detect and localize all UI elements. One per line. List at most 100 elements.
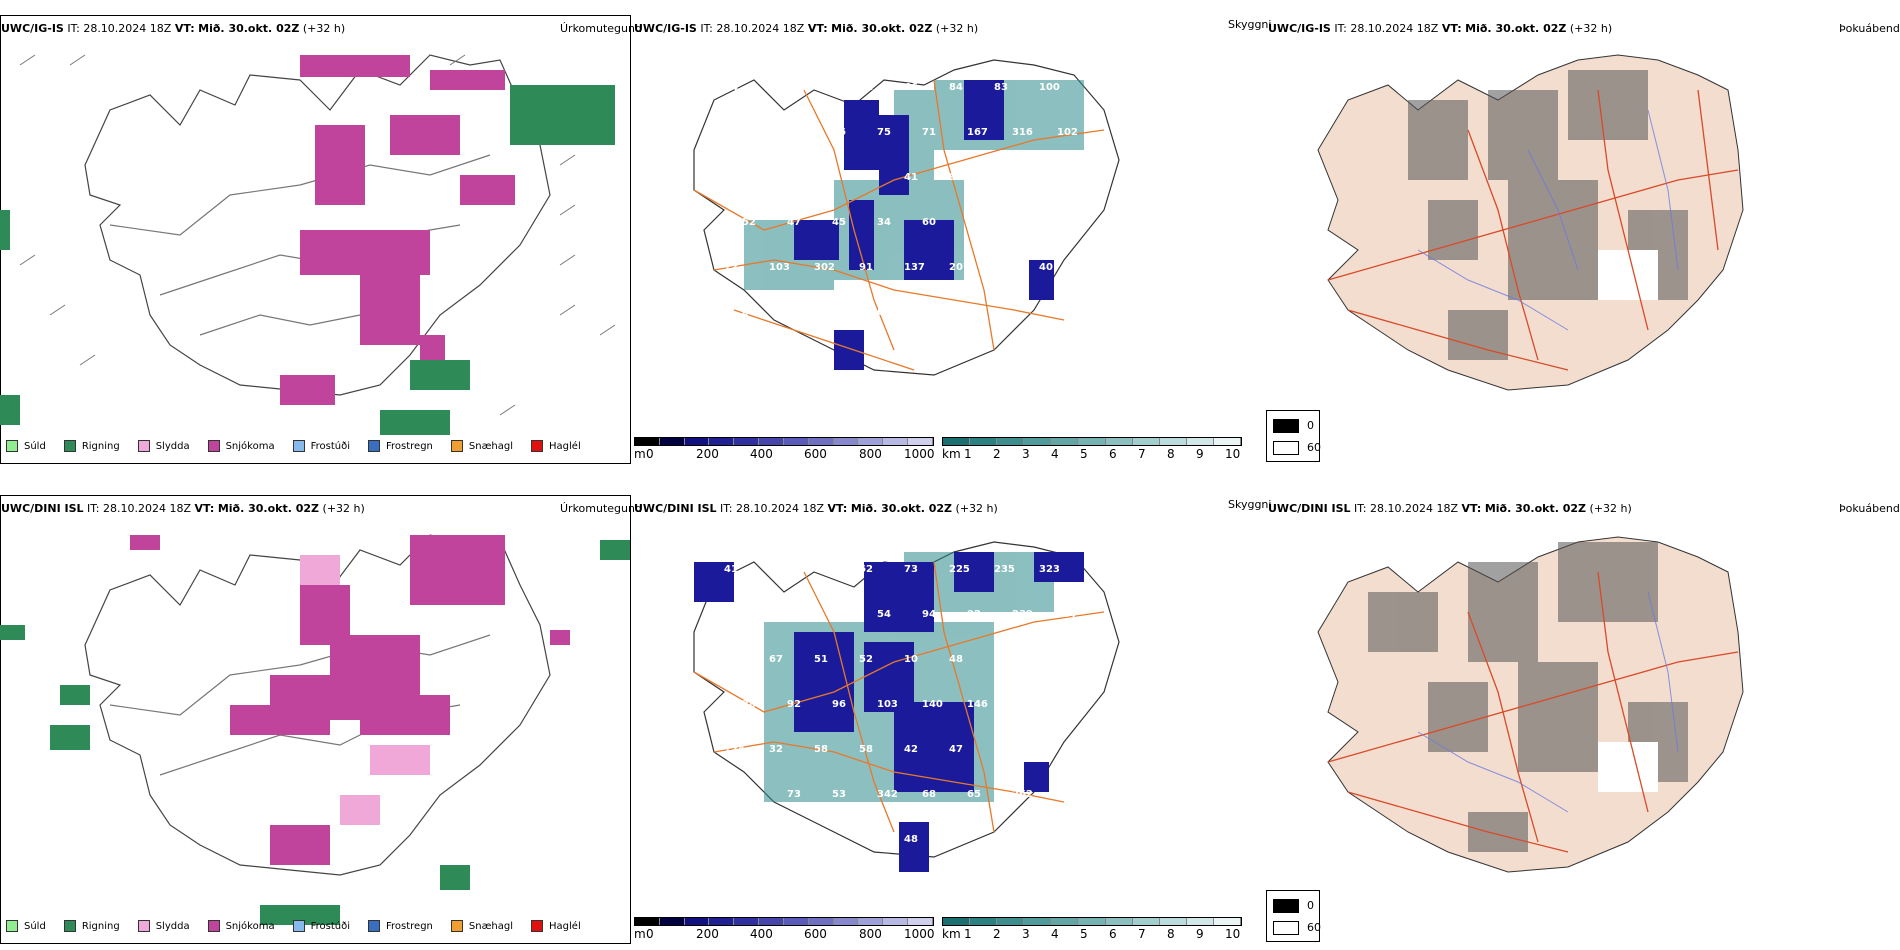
colorbar-segment (1186, 438, 1214, 445)
tick-label: 1 (964, 927, 972, 941)
colorbar-segment (1159, 438, 1187, 445)
tick-label: 10 (1225, 927, 1241, 941)
fog-label-black: 0 (1307, 899, 1314, 912)
colorbar-segment (833, 438, 859, 445)
precip-legend-row1: Súld Rigning Slydda Snjókoma Frostúði Fr… (6, 440, 599, 452)
fog-swatch-black (1273, 899, 1299, 913)
cloud-base-value: 103 (769, 262, 790, 273)
cloud-base-value: 60 (922, 217, 936, 228)
colorbar-segment (883, 438, 909, 445)
cloud-base-value: 65 (967, 789, 981, 800)
cloud-base-value: 40 (1039, 262, 1053, 273)
cloud-base-value: 124 (1057, 699, 1078, 710)
colorbar-segment (1051, 438, 1079, 445)
legend-item: Rigning (63, 920, 120, 932)
colorbar-segment (1132, 918, 1160, 925)
cloud-base-value: 100 (1039, 82, 1060, 93)
colorbar-segment (1078, 438, 1106, 445)
cloud-base-value: 95 (949, 172, 963, 183)
cloud-base-value: 54 (877, 609, 891, 620)
cloud-base-value: 95 (787, 307, 801, 318)
cloud-base-value: 67 (769, 654, 783, 665)
colorbar-segment (709, 918, 735, 925)
colorbar-segment (858, 438, 884, 445)
cloud-base-value: 124 (724, 744, 745, 755)
cloud-base-value: 96 (832, 699, 846, 710)
cloud-base-value: 140 (787, 127, 808, 138)
cloud-base-value: 68 (922, 789, 936, 800)
colorbar-segment (1105, 438, 1133, 445)
cloud-base-value: 92 (967, 609, 981, 620)
legend-item: Súld (6, 920, 46, 932)
cloud-base-value: 32 (769, 744, 783, 755)
tick-label: 200 (696, 447, 719, 461)
colorbar-unit: km (942, 927, 961, 941)
colorbar-segment (1132, 438, 1160, 445)
cloud-base-value: 84 (949, 82, 963, 93)
tick-label: 400 (750, 447, 773, 461)
cloud-base-value: 85 (724, 834, 738, 845)
cloud-base-value: 84 (742, 307, 756, 318)
colorbar-segment (1213, 918, 1242, 925)
precip-header-row1: UWC/IG-IS IT: 28.10.2024 18Z VT: Mið. 30… (1, 22, 346, 35)
cloud-base-value: 45 (832, 217, 846, 228)
colorbar-strip (942, 917, 1242, 926)
legend-item: Slydda (137, 440, 190, 452)
cloud-base-value: 167 (967, 127, 988, 138)
fog-title-row1: Þokuábendi (1839, 22, 1900, 35)
legend-item: Súld (6, 440, 46, 452)
fog-legend-row1: 0 60 (1266, 410, 1321, 462)
cloud-base-value: 68 (877, 307, 891, 318)
legend-item: Snjókoma (207, 440, 275, 452)
fog-label-white: 60 (1307, 441, 1321, 454)
colorbar-segment (1186, 918, 1214, 925)
colorbar-segment (759, 918, 784, 925)
cloud-base-value: 393 (859, 172, 880, 183)
cloud-base-value: 74 (769, 564, 783, 575)
cloud-map-canvas-row1: 54 91 97 61 66 84 83 100 56 140 76 75 71 167 316 102 01 9… (693, 59, 1120, 376)
tick-label: 0 (646, 447, 654, 461)
tick-label: 7 (1138, 927, 1146, 941)
cloud-base-value: 56 (742, 127, 756, 138)
colorbar-segment (734, 918, 760, 925)
colorbar-segment (1078, 918, 1106, 925)
colorbar-segment (1159, 918, 1187, 925)
cloud-base-value: 97 (967, 217, 981, 228)
fog-header-row2: UWC/DINI ISL IT: 28.10.2024 18Z VT: Mið.… (1268, 502, 1632, 515)
colorbar-segment (808, 918, 834, 925)
tick-label: 6 (1109, 447, 1117, 461)
precip-title-row1: Úrkomutegund (560, 22, 642, 35)
cloud-base-value: 48 (949, 654, 963, 665)
colorbar-segment (659, 438, 685, 445)
colorbar-unit: m (634, 927, 646, 941)
cloud-base-value: 63 (1057, 217, 1071, 228)
cloud-base-value: 61 (859, 82, 873, 93)
cloud-base-value: 43 (859, 834, 873, 845)
precip-map-canvas-row2 (0, 534, 630, 925)
legend-item: Haglél (531, 920, 581, 932)
colorbar-segment (635, 918, 660, 925)
colorbar-segment (684, 438, 710, 445)
cloud-base-value: 342 (877, 789, 898, 800)
legend-item: Snjókoma (207, 920, 275, 932)
fog-map-canvas-row1 (1317, 54, 1744, 391)
cloud-base-value: 316 (1012, 127, 1033, 138)
cloud-base-value: 302 (814, 262, 835, 273)
cloud-base-value: 42 (904, 744, 918, 755)
rain-areas (0, 85, 615, 435)
tick-label: 5 (1080, 447, 1088, 461)
cloud-base-value: 144 (1012, 217, 1033, 228)
cloud-base-value: 207 (949, 262, 970, 273)
colorbar-segment (759, 438, 784, 445)
tick-label: 400 (750, 927, 773, 941)
visibility-colorbar-row2: km 1 2 3 4 5 6 7 8 9 10 (942, 917, 1242, 947)
cloud-base-value: 177 (1057, 609, 1078, 620)
tick-label: 8 (1167, 927, 1175, 941)
colorbar-segment (943, 438, 971, 445)
fog-swatch-black (1273, 419, 1299, 433)
cloud-base-value: 239 (1012, 609, 1033, 620)
cloud-base-value: 48 (904, 834, 918, 845)
cloud-base-value: 52 (859, 654, 873, 665)
colorbar-unit: m (634, 447, 646, 461)
cloud-base-value: 97 (814, 82, 828, 93)
